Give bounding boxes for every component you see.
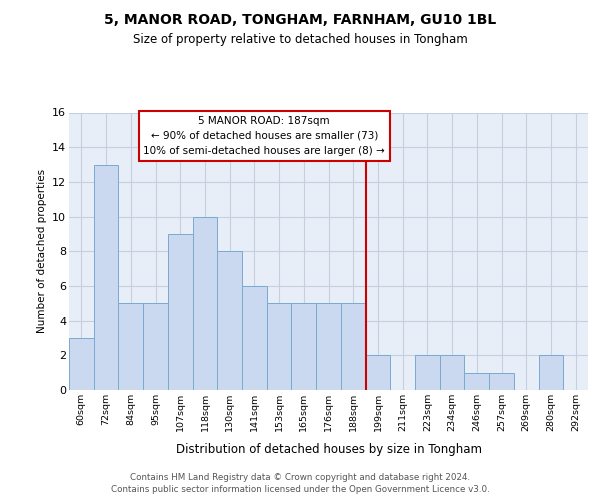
Bar xyxy=(292,304,316,390)
Bar xyxy=(539,356,563,390)
Bar xyxy=(365,356,390,390)
Bar xyxy=(242,286,267,390)
Text: Size of property relative to detached houses in Tongham: Size of property relative to detached ho… xyxy=(133,32,467,46)
Bar xyxy=(489,372,514,390)
Bar xyxy=(464,372,489,390)
Bar xyxy=(415,356,440,390)
Bar xyxy=(217,251,242,390)
Bar xyxy=(143,304,168,390)
Bar xyxy=(69,338,94,390)
Bar xyxy=(193,216,217,390)
Bar xyxy=(267,304,292,390)
Text: Distribution of detached houses by size in Tongham: Distribution of detached houses by size … xyxy=(176,442,482,456)
Bar xyxy=(118,304,143,390)
Bar xyxy=(168,234,193,390)
Bar xyxy=(316,304,341,390)
Y-axis label: Number of detached properties: Number of detached properties xyxy=(37,169,47,334)
Bar xyxy=(94,164,118,390)
Text: 5, MANOR ROAD, TONGHAM, FARNHAM, GU10 1BL: 5, MANOR ROAD, TONGHAM, FARNHAM, GU10 1B… xyxy=(104,12,496,26)
Bar xyxy=(440,356,464,390)
Text: Contains HM Land Registry data © Crown copyright and database right 2024.: Contains HM Land Registry data © Crown c… xyxy=(130,472,470,482)
Text: Contains public sector information licensed under the Open Government Licence v3: Contains public sector information licen… xyxy=(110,485,490,494)
Bar xyxy=(341,304,365,390)
Text: 5 MANOR ROAD: 187sqm
← 90% of detached houses are smaller (73)
10% of semi-detac: 5 MANOR ROAD: 187sqm ← 90% of detached h… xyxy=(143,116,385,156)
